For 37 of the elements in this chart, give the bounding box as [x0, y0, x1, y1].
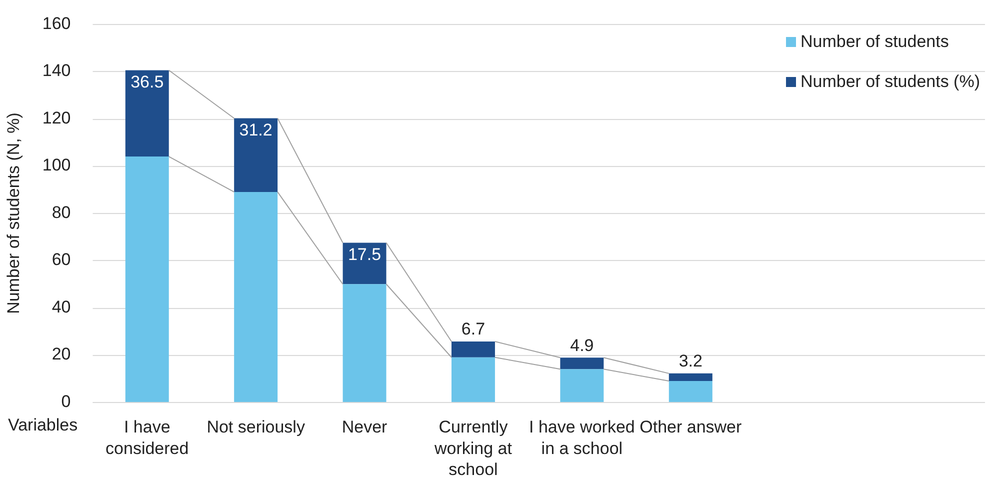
- y-tick-label: 160: [42, 14, 71, 33]
- y-tick-label: 80: [52, 202, 71, 222]
- y-tick-label: 100: [42, 156, 71, 175]
- y-tick-label: 0: [61, 392, 71, 411]
- data-label: 17.5: [348, 244, 382, 264]
- y-tick-label: 40: [52, 297, 71, 316]
- y-tick-label: 140: [42, 61, 71, 80]
- data-label: 4.9: [570, 336, 594, 355]
- bar: [668, 373, 712, 381]
- x-tick-label: Currently working at school: [433, 418, 512, 480]
- data-label: 6.7: [461, 320, 486, 339]
- data-label: 31.2: [239, 120, 272, 140]
- bar: [451, 342, 495, 358]
- bar: [560, 358, 604, 370]
- y-tick-label: 20: [52, 344, 71, 364]
- y-tick-label: 60: [52, 250, 71, 270]
- bar: [560, 369, 604, 402]
- y-tick-label: 120: [42, 108, 71, 128]
- x-tick-label: Not seriously: [206, 418, 306, 437]
- x-tick-label: Other answer: [640, 418, 742, 437]
- legend-label: Number of students (%): [800, 72, 980, 92]
- bar: [668, 380, 712, 402]
- bar: [451, 357, 495, 402]
- x-tick-label: I have worked in a school: [529, 418, 635, 458]
- data-label: 3.2: [678, 352, 702, 371]
- bar: [125, 70, 169, 157]
- x-tick-label: Never: [342, 418, 388, 437]
- bar: [234, 118, 278, 192]
- bar: [342, 284, 386, 402]
- x-tick-label: I have considered: [106, 418, 189, 458]
- data-label: 36.5: [130, 72, 164, 92]
- bar: [125, 156, 169, 402]
- x-axis-title: Variables: [8, 415, 78, 434]
- y-axis-title: Number of students (N, %): [4, 112, 23, 314]
- bar: [342, 242, 386, 284]
- legend-label: Number of students: [800, 32, 949, 52]
- bar: [234, 192, 278, 402]
